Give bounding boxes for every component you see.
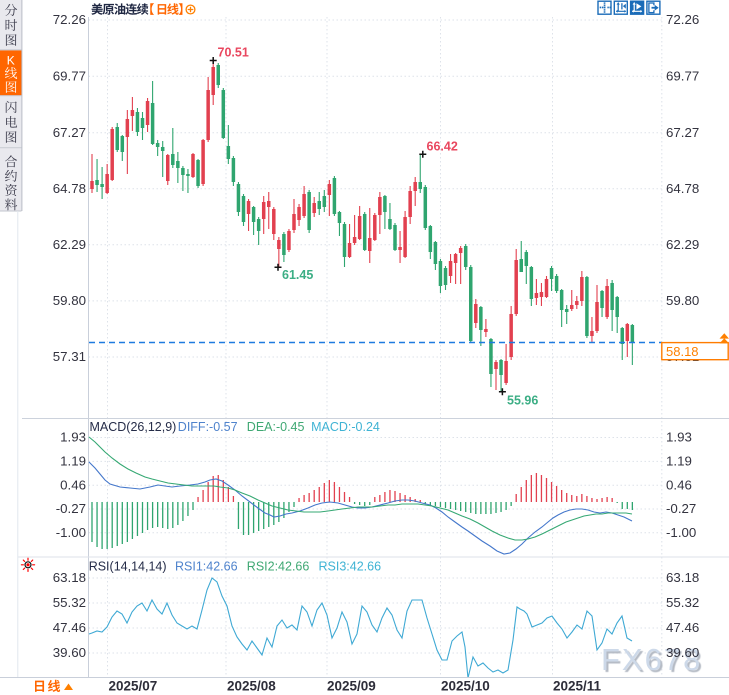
svg-text:1.19: 1.19	[60, 454, 86, 469]
svg-text:47.46: 47.46	[666, 620, 699, 635]
svg-text:72.26: 72.26	[53, 12, 86, 27]
svg-text:RSI1:42.66: RSI1:42.66	[175, 560, 238, 574]
svg-text:64.78: 64.78	[666, 181, 699, 196]
svg-text:67.27: 67.27	[666, 125, 699, 140]
svg-text:1.19: 1.19	[666, 454, 692, 469]
svg-text:MACD:-0.24: MACD:-0.24	[311, 420, 380, 434]
svg-text:0.46: 0.46	[60, 478, 86, 493]
svg-text:57.31: 57.31	[53, 349, 86, 364]
svg-text:59.80: 59.80	[53, 293, 86, 308]
svg-text:2025/08: 2025/08	[227, 679, 276, 694]
svg-text:59.80: 59.80	[666, 293, 699, 308]
svg-text:47.46: 47.46	[53, 620, 86, 635]
svg-text:1.93: 1.93	[60, 430, 86, 445]
svg-text:1.93: 1.93	[666, 430, 692, 445]
svg-text:70.51: 70.51	[218, 46, 249, 60]
svg-text:55.32: 55.32	[666, 595, 699, 610]
svg-text:64.78: 64.78	[53, 181, 86, 196]
svg-text:RSI3:42.66: RSI3:42.66	[319, 560, 382, 574]
svg-text:FX678: FX678	[601, 642, 702, 677]
svg-text:-1.00: -1.00	[56, 525, 86, 540]
svg-text:2025/09: 2025/09	[327, 679, 376, 694]
svg-text:0.46: 0.46	[666, 478, 692, 493]
svg-text:2025/10: 2025/10	[441, 679, 490, 694]
svg-text:62.29: 62.29	[53, 237, 86, 252]
svg-text:62.29: 62.29	[666, 237, 699, 252]
svg-text:67.27: 67.27	[53, 125, 86, 140]
svg-text:58.18: 58.18	[666, 344, 699, 359]
svg-text:61.45: 61.45	[282, 268, 313, 282]
svg-text:63.18: 63.18	[53, 570, 86, 585]
svg-text:-1.00: -1.00	[666, 525, 696, 540]
svg-text:RSI2:42.66: RSI2:42.66	[247, 560, 310, 574]
svg-text:72.26: 72.26	[666, 12, 699, 27]
svg-text:RSI(14,14,14): RSI(14,14,14)	[89, 560, 167, 574]
svg-text:-0.27: -0.27	[56, 501, 86, 516]
svg-text:DEA:-0.45: DEA:-0.45	[247, 420, 305, 434]
svg-text:69.77: 69.77	[53, 68, 86, 83]
svg-text:69.77: 69.77	[666, 68, 699, 83]
svg-text:K: K	[7, 54, 15, 68]
svg-text:2025/11: 2025/11	[553, 679, 602, 694]
svg-text:2025/07: 2025/07	[109, 679, 158, 694]
svg-text:DIFF:-0.57: DIFF:-0.57	[178, 420, 238, 434]
svg-text:MACD(26,12,9): MACD(26,12,9)	[90, 420, 177, 434]
svg-text:39.60: 39.60	[666, 645, 699, 660]
svg-text:55.96: 55.96	[507, 394, 538, 408]
svg-text:66.42: 66.42	[427, 140, 458, 154]
svg-text:55.32: 55.32	[53, 595, 86, 610]
svg-text:-0.27: -0.27	[666, 501, 696, 516]
svg-text:39.60: 39.60	[53, 645, 86, 660]
svg-text:63.18: 63.18	[666, 570, 699, 585]
